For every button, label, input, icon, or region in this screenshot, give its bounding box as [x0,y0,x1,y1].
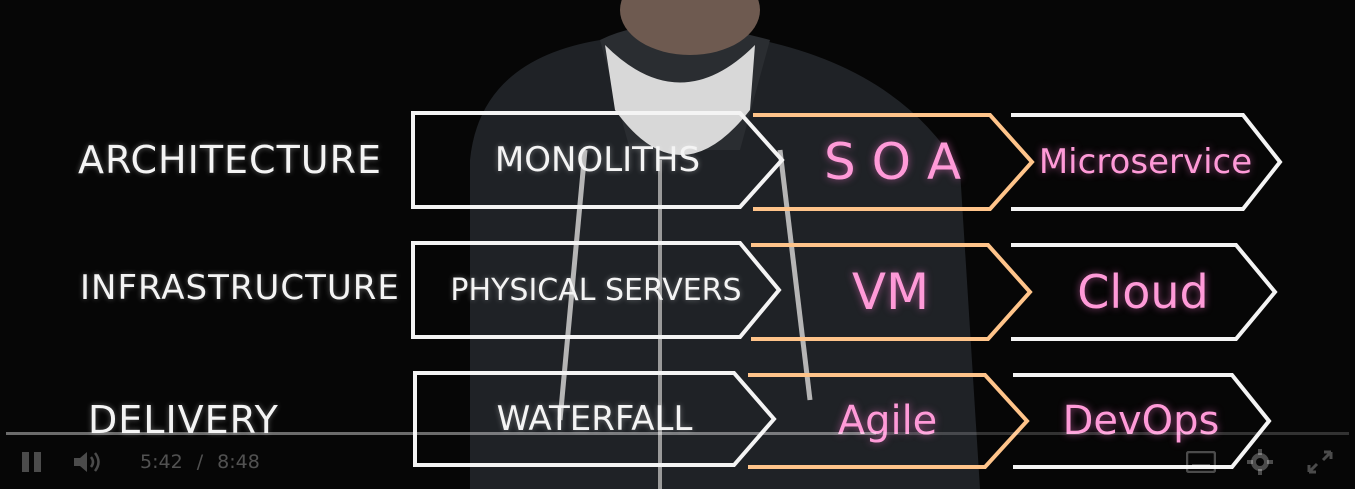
row-label-infrastructure: INFRASTRUCTURE [80,268,400,308]
current-time: 5:42 [140,451,183,473]
stage-label: PHYSICAL SERVERS [450,272,742,308]
gear-icon[interactable] [1246,448,1274,480]
stage-label: Cloud [1077,265,1209,319]
stage-arrow-vm: VM [748,242,1033,342]
stage-arrow-microservice: Microservice [1008,112,1283,212]
progress-bar[interactable] [6,432,1349,435]
stage-arrow-physical-servers: PHYSICAL SERVERS [410,240,782,340]
stage-label: S O A [823,133,962,191]
player-controls: 5:42 / 8:48 [0,429,1355,489]
stage-label: Agile [837,398,938,444]
stage-label: MONOLITHS [494,140,701,180]
progress-fill [6,432,877,435]
stage-label: VM [851,263,930,321]
stage-label: DevOps [1062,398,1220,444]
time-display: 5:42 / 8:48 [140,451,260,473]
stage-arrow-monoliths: MONOLITHS [410,110,785,210]
stage-arrow-cloud: Cloud [1008,242,1278,342]
volume-icon[interactable] [72,449,104,479]
stage-label: WATERFALL [496,399,693,439]
stage-arrow-waterfall: WATERFALL [412,370,777,468]
pause-icon[interactable] [20,451,44,477]
row-label-delivery: DELIVERY [88,398,279,442]
time-separator: / [196,451,204,473]
stage-label: Microservice [1038,142,1253,182]
row-label-architecture: ARCHITECTURE [78,138,383,182]
duration: 8:48 [217,451,260,473]
stage-arrow-devops: DevOps [1010,372,1272,470]
fullscreen-icon[interactable] [1306,449,1334,479]
captions-icon[interactable] [1185,450,1217,477]
stage-arrow-agile: Agile [745,372,1030,470]
stage-arrow-soa: S O A [750,112,1035,212]
